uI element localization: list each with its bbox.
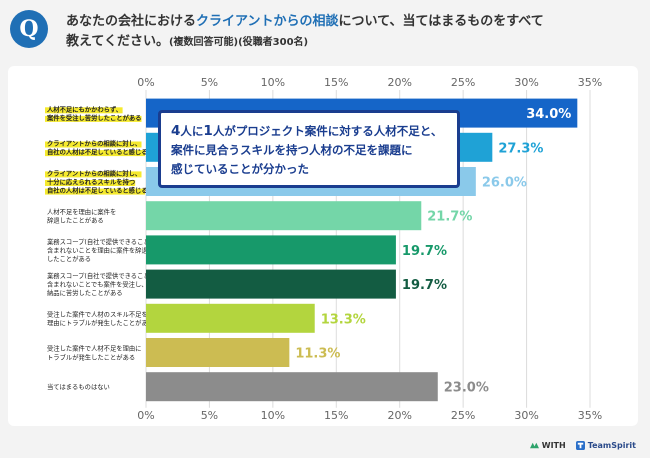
callout-line-2: 案件に見合うスキルを持つ人材の不足を課題に xyxy=(171,143,413,157)
bar-value-label: 34.0% xyxy=(526,107,571,122)
category-label: 納品に苦労したことがある xyxy=(47,288,123,297)
callout-text-2: 人がプロジェクト案件に対する人材不足と、 xyxy=(212,124,443,138)
x-tick-label-top: 5% xyxy=(201,76,218,89)
teamspirit-mark-icon xyxy=(575,441,585,450)
category-label: クライアントからの相談に対し、 xyxy=(47,168,141,177)
bar xyxy=(146,303,315,333)
category-label: 人材不足にもかかわらず、 xyxy=(47,104,122,113)
logos: WITH TeamSpirit xyxy=(529,441,636,450)
callout-number-4: 4 xyxy=(171,123,181,139)
with-mark-icon xyxy=(529,442,539,449)
x-tick-label-top: 20% xyxy=(387,76,411,89)
bar-value-label: 13.3% xyxy=(321,312,366,327)
category-label: したことがある xyxy=(47,254,91,263)
x-tick-label-bottom: 35% xyxy=(578,409,602,422)
category-label: 辞退したことがある xyxy=(47,216,104,225)
question-text: あなたの会社におけるクライアントからの相談について、当てはまるものをすべて 教え… xyxy=(66,12,626,53)
teamspirit-logo: TeamSpirit xyxy=(575,441,636,450)
x-tick-label-top: 0% xyxy=(137,76,154,89)
question-part2: について、当てはまるものをすべて xyxy=(338,14,544,29)
bar-value-label: 19.7% xyxy=(402,278,447,293)
question-note: (複数回答可能)(役職者300名) xyxy=(168,37,309,48)
bar-value-label: 26.0% xyxy=(482,176,527,191)
x-tick-label-bottom: 10% xyxy=(261,409,285,422)
category-label: 自社の人材は不足していると感じる xyxy=(47,186,148,195)
x-tick-label-bottom: 25% xyxy=(451,409,475,422)
label-highlight xyxy=(45,171,142,178)
question-part1: あなたの会社における xyxy=(66,14,197,29)
question-part3: 教えてください。 xyxy=(66,34,169,49)
label-highlight xyxy=(45,115,142,122)
category-label: 含まれないことを理由に案件を辞退 xyxy=(47,245,148,254)
x-tick-label-top: 30% xyxy=(514,76,538,89)
label-highlight xyxy=(45,180,136,186)
category-label: 受注した案件で人材不足を理由に xyxy=(47,344,141,353)
bar xyxy=(146,372,438,402)
bar xyxy=(146,235,396,265)
bar-value-label: 21.7% xyxy=(427,210,472,225)
label-highlight xyxy=(45,188,145,195)
category-label: 理由にトラブルが発生したことがある xyxy=(47,318,154,327)
bar xyxy=(146,201,422,231)
bar-value-label: 11.3% xyxy=(295,347,340,362)
x-tick-label-top: 10% xyxy=(261,76,285,89)
category-label: 受注した案件で人材のスキル不足を xyxy=(47,310,148,319)
x-tick-label-top: 35% xyxy=(578,76,602,89)
x-tick-label-bottom: 0% xyxy=(137,409,154,422)
bar-value-label: 23.0% xyxy=(444,381,489,396)
category-label: 自社の人材は不足していると感じる xyxy=(47,147,148,156)
category-label: 十分に応えられるスキルを持つ xyxy=(47,177,135,186)
callout-text-1: 人に xyxy=(180,124,204,138)
x-tick-label-bottom: 5% xyxy=(201,409,218,422)
category-label: 当てはまるものはない xyxy=(47,382,110,391)
callout-number-1: 1 xyxy=(203,123,213,139)
x-tick-label-top: 25% xyxy=(451,76,475,89)
category-label: 人材不足を理由に案件を xyxy=(47,207,116,216)
question-highlight: クライアントからの相談 xyxy=(196,14,339,29)
label-highlight xyxy=(45,107,123,114)
label-highlight xyxy=(45,150,145,157)
with-logo: WITH xyxy=(529,441,566,450)
callout-line-3: 感じていることが分かった xyxy=(171,162,309,176)
x-tick-label-top: 15% xyxy=(324,76,348,89)
category-label: 業務スコープ(自社で提供できること)に xyxy=(47,237,158,246)
bar-value-label: 27.3% xyxy=(498,141,543,156)
category-label: クライアントからの相談に対し、 xyxy=(47,139,141,148)
label-highlight xyxy=(45,141,142,148)
category-label: 含まれないことでも案件を受注し、 xyxy=(47,280,148,289)
bar xyxy=(146,269,396,299)
with-logo-text: WITH xyxy=(541,441,566,450)
teamspirit-logo-text: TeamSpirit xyxy=(587,441,636,450)
category-label: トラブルが発生したことがある xyxy=(47,352,135,361)
x-tick-label-bottom: 30% xyxy=(514,409,538,422)
question-badge: Q xyxy=(10,10,48,48)
x-tick-label-bottom: 20% xyxy=(387,409,411,422)
callout-box: 4人に1人がプロジェクト案件に対する人材不足と、 案件に見合うスキルを持つ人材の… xyxy=(158,110,460,188)
x-tick-label-bottom: 15% xyxy=(324,409,348,422)
category-label: 業務スコープ(自社で提供できること)に xyxy=(47,271,158,280)
category-label: 案件を受注し苦労したことがある xyxy=(46,113,141,122)
bar xyxy=(146,338,290,367)
bar-value-label: 19.7% xyxy=(402,244,447,259)
